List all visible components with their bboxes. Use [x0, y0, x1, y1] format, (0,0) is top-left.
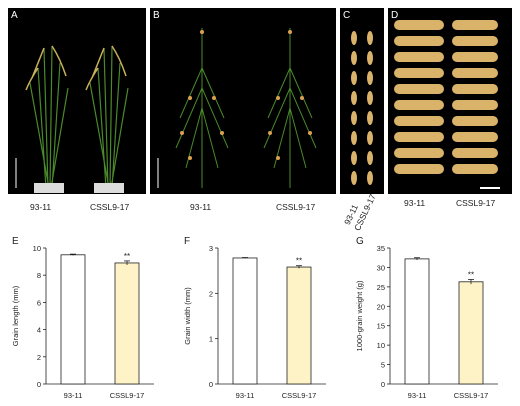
chart-g: G 0 5 10 15 20 25 30 35 1000-grain weight (g) 93-1… — [355, 236, 498, 400]
panel-b-image: B — [150, 8, 336, 194]
x-tick-label: CSSL9-17 — [110, 391, 145, 400]
significance-label: ** — [124, 252, 130, 261]
panel-d-caption-9311: 93-11 — [404, 198, 426, 208]
y-tick-label: 10 — [377, 341, 385, 350]
y-tick-label: 20 — [377, 302, 385, 311]
chart-panel-label: F — [184, 236, 190, 247]
x-tick-label: CSSL9-17 — [282, 391, 317, 400]
y-tick-label: 3 — [209, 244, 213, 253]
bar — [404, 258, 430, 385]
chart-panel-label: G — [356, 236, 364, 247]
y-tick-label: 2 — [209, 289, 213, 298]
y-axis-label: Grain length (mm) — [11, 285, 20, 346]
panel-d-caption-cssl: CSSL9-17 — [456, 198, 496, 208]
bar — [286, 266, 312, 385]
y-tick-label: 0 — [209, 380, 213, 389]
y-axis-label: 1000-grain weight (g) — [355, 280, 364, 351]
y-tick-label: 5 — [381, 361, 385, 370]
panel-a-image: A — [8, 8, 146, 194]
significance-label: ** — [296, 257, 302, 266]
y-tick-label: 0 — [381, 380, 385, 389]
panel-d-label: D — [391, 10, 399, 21]
panel-b-label: B — [153, 10, 160, 21]
y-tick-label: 8 — [37, 271, 41, 280]
x-tick-label: 93-11 — [408, 391, 427, 400]
panel-a-caption-9311: 93-11 — [30, 202, 52, 212]
y-tick-label: 0 — [37, 380, 41, 389]
x-tick-label: 93-11 — [236, 391, 255, 400]
rice-panicles-illustration — [157, 28, 317, 188]
grains-column-illustration — [351, 31, 373, 185]
x-tick-label: CSSL9-17 — [454, 391, 489, 400]
panel-d-image: D — [388, 8, 512, 194]
significance-label: ** — [468, 270, 474, 279]
bar — [114, 262, 140, 385]
bar — [232, 257, 258, 385]
y-tick-label: 15 — [377, 322, 385, 331]
x-tick-label: 93-11 — [64, 391, 83, 400]
panel-c-label: C — [343, 10, 351, 21]
panel-b-caption-cssl: CSSL9-17 — [276, 202, 316, 212]
y-axis-label: Grain width (mm) — [183, 287, 192, 345]
chart-e: E 0 2 4 6 8 10 Grain length (mm) 93-11 ** CSSL9-17 — [11, 236, 154, 400]
panel-a-caption-cssl: CSSL9-17 — [90, 202, 130, 212]
y-tick-label: 30 — [377, 263, 385, 272]
bar — [60, 254, 86, 385]
bar — [458, 281, 484, 385]
rice-plants-illustration — [15, 45, 129, 193]
grains-rows-illustration — [394, 20, 500, 189]
y-tick-label: 6 — [37, 298, 41, 307]
y-tick-label: 1 — [209, 335, 213, 344]
panel-b-caption-9311: 93-11 — [190, 202, 212, 212]
y-tick-label: 10 — [33, 244, 41, 253]
chart-f: F 0 1 2 3 Grain width (mm) 93-11 ** CSSL9-17 — [183, 236, 326, 400]
panel-a-label: A — [11, 10, 18, 21]
y-tick-label: 25 — [377, 283, 385, 292]
y-tick-label: 2 — [37, 353, 41, 362]
y-tick-label: 4 — [37, 326, 41, 335]
panel-c-image: C — [340, 8, 384, 194]
y-tick-label: 35 — [377, 244, 385, 253]
chart-panel-label: E — [12, 236, 19, 247]
